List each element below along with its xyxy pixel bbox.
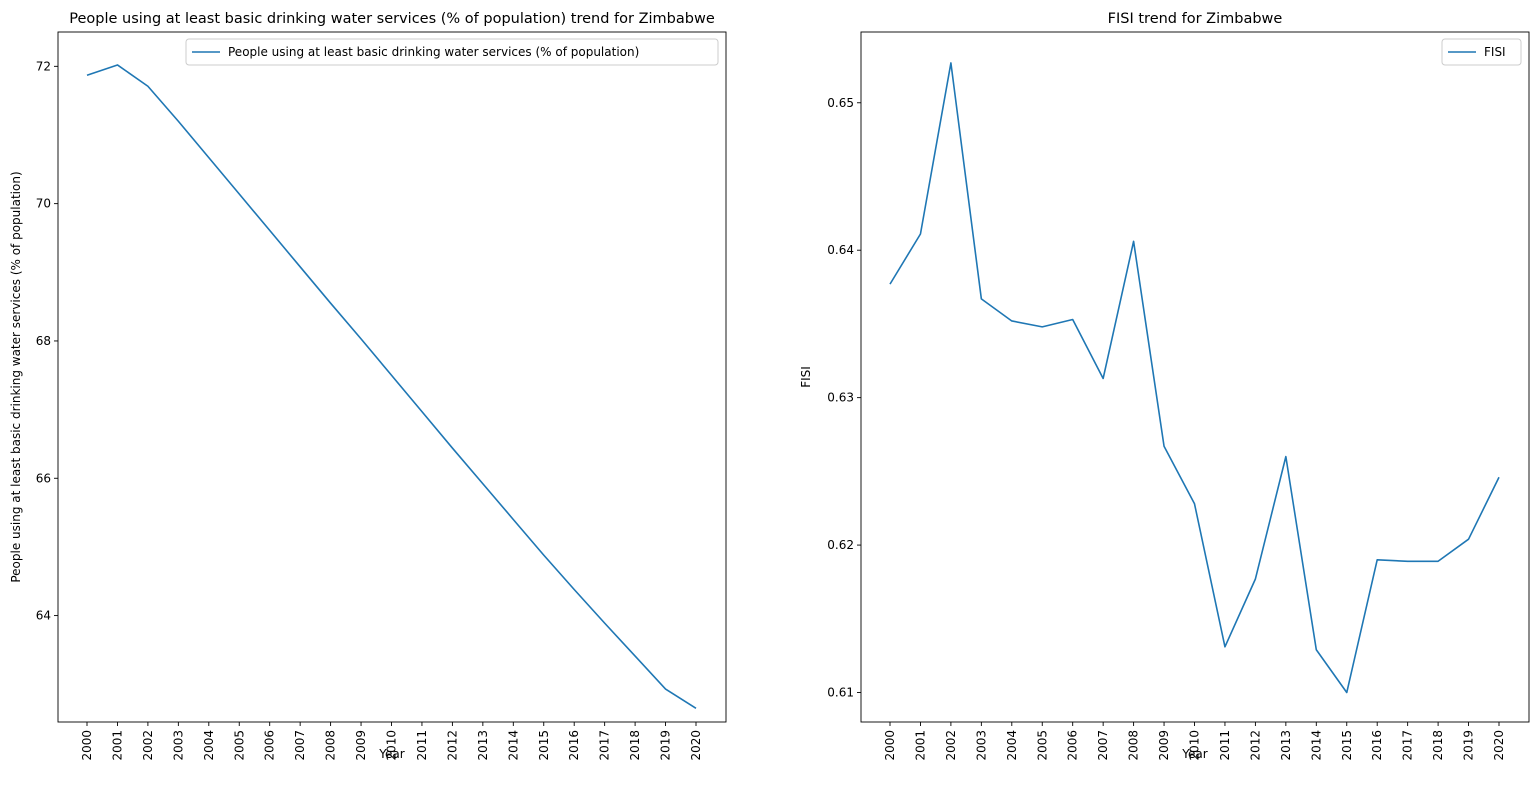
x-tick-label: 2001 [110,730,124,761]
chart-title: FISI trend for Zimbabwe [1108,11,1283,27]
x-tick-label: 2004 [1005,730,1019,761]
x-tick-label: 2017 [598,730,612,761]
x-tick-label: 2015 [1340,730,1354,761]
x-tick-label: 2002 [141,730,155,761]
series-line [86,64,697,709]
x-tick-label: 2010 [1188,730,1202,761]
plot-frame [57,31,727,723]
x-tick-label: 2012 [1248,730,1262,761]
x-tick-label: 2003 [974,730,988,761]
x-tick-label: 2017 [1401,730,1415,761]
x-tick-label: 2006 [263,730,277,761]
x-tick-label: 2012 [445,730,459,761]
x-tick-label: 2013 [1279,730,1293,761]
x-tick-label: 2016 [1370,730,1384,761]
y-axis-label: People using at least basic drinking wat… [9,171,23,582]
chart-title: People using at least basic drinking wat… [69,11,715,27]
x-tick-label: 2019 [1462,730,1476,761]
x-tick-label: 2000 [883,730,897,761]
x-tick-label: 2020 [689,730,703,761]
plot-frame [860,31,1530,723]
y-tick-label: 0.62 [827,538,854,552]
x-tick-label: 2014 [1309,730,1323,761]
y-tick-label: 64 [36,609,51,623]
y-tick-label: 72 [36,59,51,73]
x-tick-label: 2005 [1035,730,1049,761]
y-tick-label: 0.64 [827,243,854,257]
x-tick-label: 2015 [537,730,551,761]
x-tick-label: 2000 [80,730,94,761]
x-tick-label: 2004 [202,730,216,761]
chart-fisi: FISI trend for Zimbabwe 0.61 0.62 0.63 0.64 0… [799,11,1530,761]
x-tick-label: 2008 [1127,730,1141,761]
x-tick-label: 2005 [232,730,246,761]
series-line [889,62,1500,694]
x-tick-label: 2002 [944,730,958,761]
x-axis-label: Year [1181,747,1207,761]
legend-label: FISI [1484,45,1506,59]
x-tick-label: 2001 [913,730,927,761]
x-axis-label: Year [378,747,404,761]
x-tick-label: 2010 [385,730,399,761]
x-tick-label: 2006 [1066,730,1080,761]
y-tick-label: 68 [36,334,51,348]
y-tick-label: 0.61 [827,686,854,700]
y-tick-label: 66 [36,471,51,485]
x-tick-label: 2011 [1218,730,1232,761]
x-tick-label: 2018 [1431,730,1445,761]
chart-water-services: People using at least basic drinking wat… [9,11,727,761]
y-tick-label: 0.63 [827,391,854,405]
x-tick-label: 2007 [1096,730,1110,761]
x-tick-label: 2016 [567,730,581,761]
x-tick-label: 2009 [1157,730,1171,761]
x-tick-label: 2020 [1492,730,1506,761]
x-tick-label: 2007 [293,730,307,761]
x-tick-label: 2009 [354,730,368,761]
legend-label: People using at least basic drinking wat… [228,45,639,59]
y-tick-label: 0.65 [827,96,854,110]
x-tick-label: 2011 [415,730,429,761]
legend-box [185,38,719,66]
y-tick-label: 70 [36,197,51,211]
y-axis-label: FISI [799,366,813,388]
x-tick-label: 2008 [324,730,338,761]
legend-box [1441,38,1522,66]
x-tick-label: 2019 [659,730,673,761]
x-tick-label: 2013 [476,730,490,761]
x-tick-label: 2014 [506,730,520,761]
x-tick-label: 2003 [171,730,185,761]
x-tick-label: 2018 [628,730,642,761]
